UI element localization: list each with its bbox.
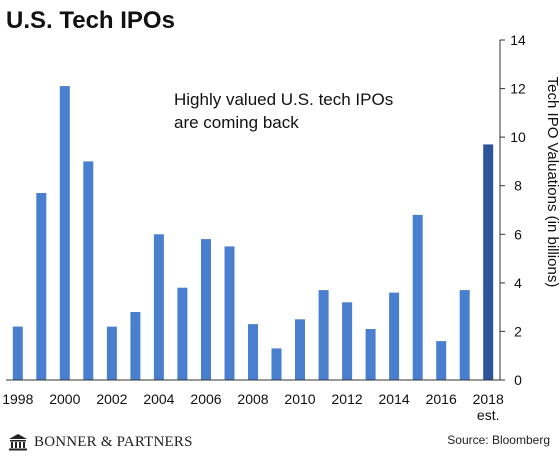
y-tick-label: 12 <box>510 81 526 97</box>
bar-2012 <box>342 302 353 380</box>
x-tick-label: 2006 <box>190 391 221 407</box>
source-note: Source: Bloomberg <box>447 433 550 447</box>
x-tick-label: 2014 <box>379 391 410 407</box>
bar-2011 <box>318 290 329 380</box>
chart-annotation-line-1: Highly valued U.S. tech IPOs <box>174 90 393 109</box>
x-tick-label: 1998 <box>2 391 33 407</box>
bar-2018-est <box>483 144 494 380</box>
bar-2006 <box>201 239 211 380</box>
bar-2008 <box>248 324 258 380</box>
bar-2017 <box>459 290 470 380</box>
x-axis: 1998 2000 2002 2004 2006 2008 2010 2012 2014 2016… <box>2 379 504 423</box>
x-tick-sublabel: est. <box>477 407 500 423</box>
bar-2001 <box>83 161 94 380</box>
bar-2015 <box>412 214 423 380</box>
x-tick-label: 2016 <box>426 391 457 407</box>
chart-annotation-line-2: are coming back <box>174 113 299 132</box>
y-axis: 0 2 4 6 8 10 12 14 <box>499 32 526 388</box>
bar-2016 <box>436 341 447 380</box>
x-tick-label: 2008 <box>237 391 268 407</box>
y-tick-label: 0 <box>514 372 522 388</box>
x-tick-label: 2000 <box>49 391 80 407</box>
chart-title: U.S. Tech IPOs <box>6 7 175 34</box>
bar-2003 <box>130 312 141 380</box>
bar-2013 <box>365 329 376 380</box>
bar-2014 <box>389 292 400 380</box>
bar-1999 <box>36 193 47 380</box>
bar-2005 <box>177 287 188 380</box>
bank-building-icon <box>9 434 27 451</box>
bar-2009 <box>271 348 282 380</box>
x-tick-label: 2010 <box>284 391 315 407</box>
x-tick-label: 2004 <box>143 391 174 407</box>
x-tick-label: 2018 <box>473 391 504 407</box>
y-tick-label: 2 <box>514 323 522 339</box>
y-axis-label: Tech IPO Valuations (in billions) <box>544 77 560 288</box>
y-tick-label: 8 <box>514 178 522 194</box>
bar-2007 <box>224 246 235 380</box>
bar-2004 <box>153 234 164 380</box>
y-tick-label: 14 <box>510 32 526 48</box>
y-tick-label: 4 <box>514 275 522 291</box>
bar-2002 <box>106 326 117 380</box>
bar-1998 <box>12 326 23 380</box>
y-tick-label: 6 <box>514 226 522 242</box>
bars-group <box>12 86 494 380</box>
brand-logo: BONNER & PARTNERS <box>8 431 193 453</box>
brand-name: BONNER & PARTNERS <box>34 433 193 450</box>
x-tick-label: 2012 <box>332 391 363 407</box>
y-tick-label: 10 <box>510 129 526 145</box>
bar-2010 <box>295 319 305 380</box>
x-tick-label: 2002 <box>96 391 127 407</box>
bar-2000 <box>59 86 70 380</box>
